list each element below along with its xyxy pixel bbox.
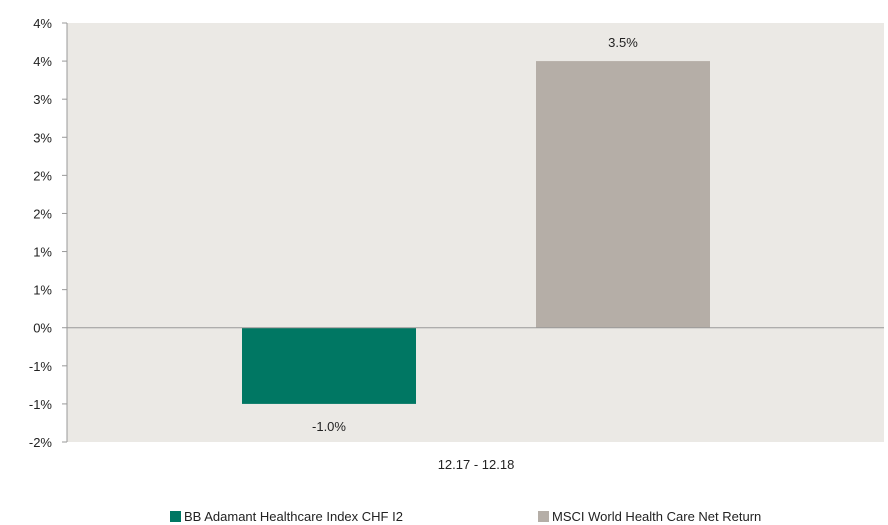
bar-chart: 4% 4% 3% 3% 2% 2% 1% 1% 0% -1% -1% -2% -1.0% 3.5% 12… [29,16,884,472]
data-labels-group: -1.0% 3.5% [312,35,638,434]
legend-item-bb-adamant: BB Adamant Healthcare Index CHF I2 [170,509,403,524]
y-tick-label: -1% [29,397,53,412]
data-label-series-0: -1.0% [312,419,346,434]
legend-label-msci-world: MSCI World Health Care Net Return [552,509,762,524]
y-tick-label: 0% [33,321,52,336]
legend-swatch-msci-world [538,511,549,522]
y-tick-label: 3% [33,92,52,107]
y-tick-label: -2% [29,435,53,450]
y-tick-label: 2% [33,206,52,221]
bars-group [242,61,710,404]
y-tick-label: -1% [29,359,53,374]
legend-label-bb-adamant: BB Adamant Healthcare Index CHF I2 [184,509,403,524]
bar-series-1 [536,61,710,328]
y-tick-label: 1% [33,245,52,260]
bar-series-0 [242,327,416,404]
y-tick-label: 2% [33,168,52,183]
y-tick-label: 3% [33,130,52,145]
plot-area [67,23,884,442]
legend-swatch-bb-adamant [170,511,181,522]
y-tick-label: 4% [33,54,52,69]
legend-item-msci-world: MSCI World Health Care Net Return [538,509,761,524]
y-axis: 4% 4% 3% 3% 2% 2% 1% 1% 0% -1% -1% -2% [29,16,68,450]
y-tick-label: 4% [33,16,52,31]
data-label-series-1: 3.5% [608,35,638,50]
legend: BB Adamant Healthcare Index CHF I2 MSCI … [0,509,888,525]
x-tick-label: 12.17 - 12.18 [438,457,515,472]
y-tick-label: 1% [33,283,52,298]
